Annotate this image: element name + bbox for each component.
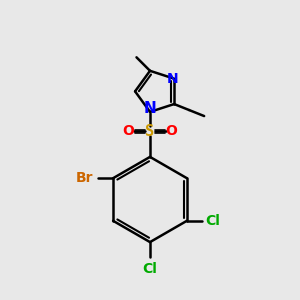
Text: N: N [144, 101, 156, 116]
Text: Br: Br [76, 171, 94, 185]
Text: O: O [122, 124, 134, 138]
Text: S: S [146, 124, 154, 139]
Text: N: N [167, 72, 178, 86]
Text: Cl: Cl [142, 262, 158, 276]
Text: O: O [166, 124, 178, 138]
Text: Cl: Cl [205, 214, 220, 228]
